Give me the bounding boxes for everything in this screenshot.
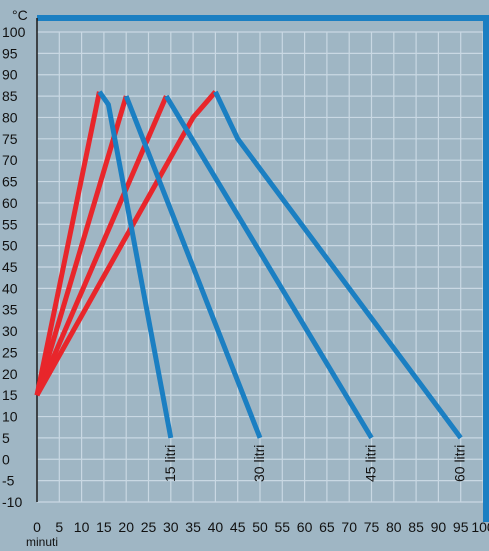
x-tick-label: 30	[163, 519, 179, 535]
x-tick-label: 35	[185, 519, 201, 535]
x-tick-label: 5	[55, 519, 63, 535]
grid	[36, 31, 484, 503]
heating-line	[34, 95, 129, 396]
y-tick-label: 40	[2, 280, 18, 296]
cooling-line	[164, 94, 374, 440]
y-tick-label: 55	[2, 216, 18, 232]
x-tick-label: 0	[33, 519, 41, 535]
y-tick-label: 25	[2, 344, 18, 360]
x-tick-label: 75	[364, 519, 380, 535]
x-tick-label: 65	[319, 519, 335, 535]
series-label: 30 litri	[251, 445, 267, 482]
y-tick-label: 50	[2, 238, 18, 254]
y-tick-label: 20	[2, 366, 18, 382]
cooling-line	[123, 95, 263, 439]
y-tick-label: 60	[2, 195, 18, 211]
x-tick-label: 50	[252, 519, 268, 535]
series-label: 60 litri	[452, 445, 468, 482]
x-tick-label: 15	[96, 519, 112, 535]
x-tick-label: 95	[453, 519, 469, 535]
x-tick-label: 10	[74, 519, 90, 535]
cooling-line	[213, 90, 463, 440]
y-tick-label: 65	[2, 174, 18, 190]
x-tick-label: 100	[471, 519, 489, 535]
y-tick-label: 80	[2, 109, 18, 125]
y-tick-label: -5	[2, 473, 15, 489]
y-tick-label: 100	[2, 24, 26, 40]
x-tick-label: 20	[118, 519, 134, 535]
labels: 0 5 10 15 20 25 30 35 40 45 50 55 60 65 70 75 80 85 90 95 10…	[2, 24, 489, 535]
x-tick-label: 60	[297, 519, 313, 535]
x-tick-label: 70	[341, 519, 357, 535]
y-tick-label: 15	[2, 387, 18, 403]
x-tick-label: 80	[386, 519, 402, 535]
y-tick-label: 45	[2, 259, 18, 275]
y-tick-label: 10	[2, 409, 18, 425]
series-label: 15 litri	[162, 445, 178, 482]
cooling-line	[97, 90, 174, 439]
y-tick-label: 95	[2, 45, 18, 61]
y-tick-label: 0	[2, 451, 10, 467]
y-tick-label: 90	[2, 67, 18, 83]
x-tick-label: 55	[275, 519, 291, 535]
y-axis-label: °C	[12, 7, 28, 23]
x-tick-label: 25	[141, 519, 157, 535]
y-tick-label: -10	[2, 494, 22, 510]
series-layer	[34, 90, 463, 440]
heating-line	[34, 90, 218, 397]
x-tick-label: 45	[230, 519, 246, 535]
y-tick-label: 35	[2, 302, 18, 318]
heating-line	[34, 91, 102, 396]
series-label: 45 litri	[363, 445, 379, 482]
x-tick-label: 90	[431, 519, 447, 535]
y-tick-label: 75	[2, 131, 18, 147]
y-tick-label: 5	[2, 430, 10, 446]
y-tick-label: 85	[2, 88, 18, 104]
x-tick-label: 40	[208, 519, 224, 535]
y-tick-label: 30	[2, 323, 18, 339]
y-tick-label: 70	[2, 152, 18, 168]
x-axis-label: minuti	[26, 535, 58, 546]
frame	[36, 15, 489, 522]
x-tick-label: 85	[408, 519, 424, 535]
